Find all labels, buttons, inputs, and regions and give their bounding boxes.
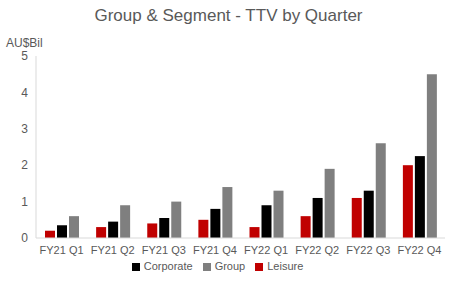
svg-text:FY22 Q4: FY22 Q4	[397, 244, 441, 256]
svg-text:3: 3	[21, 122, 28, 136]
html-text:AU$Bil: AU$Bil	[6, 36, 43, 50]
html-text:Leisure: Leisure	[267, 260, 304, 272]
svg-text:FY22 Q3: FY22 Q3	[346, 244, 390, 256]
html-text:Corporate: Corporate	[143, 260, 193, 272]
svg-text:FY21 Q4: FY21 Q4	[193, 244, 237, 256]
svg-text:FY21 Q2: FY21 Q2	[91, 244, 135, 256]
svg-text:FY22 Q2: FY22 Q2	[295, 244, 339, 256]
svg-text:0: 0	[21, 231, 28, 245]
svg-text:1: 1	[21, 195, 28, 209]
html-text:Group: Group	[214, 260, 246, 272]
svg-text:2: 2	[21, 158, 28, 172]
svg-text:4: 4	[21, 86, 28, 100]
svg-text:FY21 Q3: FY21 Q3	[142, 244, 186, 256]
svg-text:5: 5	[21, 49, 28, 63]
html-text:Group & Segment - TTV by Quart: Group & Segment - TTV by Quarter	[94, 6, 363, 25]
svg-text:FY21 Q1: FY21 Q1	[40, 244, 84, 256]
svg-text:FY22 Q1: FY22 Q1	[244, 244, 288, 256]
